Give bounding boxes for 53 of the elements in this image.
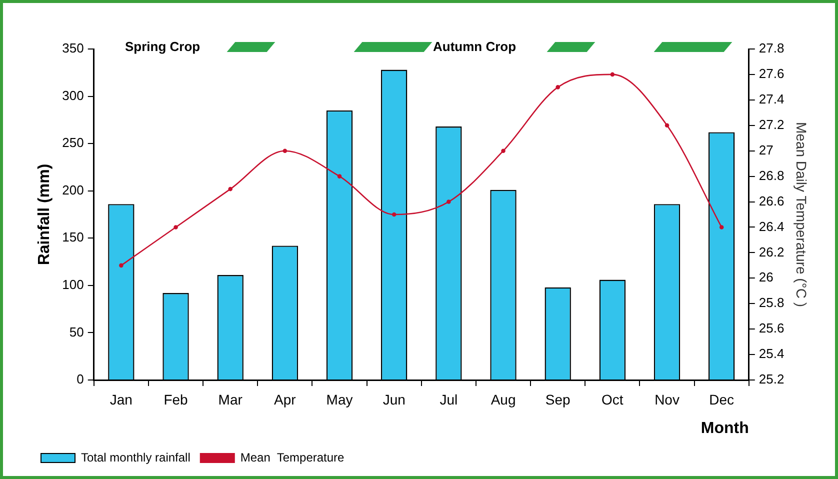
point (446, 200, 451, 204)
y-tick-label: 100 (62, 277, 84, 292)
y-tick-label: 50 (69, 324, 84, 340)
legend-label: Total monthly rainfall (81, 450, 190, 464)
x-tick-label: May (326, 391, 353, 408)
y2-tick-label: 25.8 (758, 295, 784, 310)
point (337, 174, 342, 178)
point (392, 212, 396, 217)
y2-tick-label: 26 (758, 270, 774, 285)
y-tick-label: 150 (62, 230, 84, 245)
y2-tick-label: 26.8 (758, 168, 784, 183)
x-tick-label: Jan (110, 391, 132, 408)
point (282, 148, 288, 153)
y-tick-label: 350 (62, 40, 84, 56)
point (174, 225, 178, 230)
y-tick-label: 300 (62, 88, 84, 103)
x-tick-label: Sep (545, 391, 571, 408)
x-tick-label: Aug (490, 391, 516, 408)
y-axis-title: Rainfall (mm) (36, 164, 54, 266)
y2-tick-label: 27.8 (758, 40, 784, 56)
annotation: Autumn Crop (433, 39, 516, 54)
annotation: Spring Crop (125, 39, 200, 54)
x-tick-label: Apr (274, 391, 296, 408)
x-tick-label: Mar (218, 391, 243, 408)
y2-tick-label: 25.4 (758, 346, 784, 362)
y2-tick-label: 27.6 (758, 66, 784, 82)
x-axis-title: Month (700, 420, 749, 437)
point (664, 123, 670, 128)
x-tick-label: Dec (709, 391, 734, 408)
y-tick-label: 0 (76, 372, 84, 387)
point (556, 85, 560, 90)
y2-tick-label: 27.4 (758, 92, 784, 106)
point (501, 148, 506, 153)
x-tick-label: Nov (654, 391, 680, 408)
y2-axis-title: Mean Daily Temperature (°C ) (794, 122, 810, 308)
y2-tick-label: 25.2 (758, 372, 784, 387)
y-tick-label: 200 (62, 182, 84, 198)
point (610, 72, 615, 77)
y2-tick-label: 27 (758, 142, 774, 158)
legend-label: Mean Temperature (240, 450, 345, 464)
y2-tick-label: 25.6 (758, 320, 784, 336)
point (228, 186, 232, 192)
x-tick-label: Oct (602, 391, 624, 408)
y-tick-label: 250 (62, 135, 84, 150)
point (119, 263, 124, 268)
x-tick-label: Jul (440, 391, 458, 408)
x-tick-label: Jun (382, 391, 406, 408)
y2-tick-label: 26.6 (758, 193, 784, 208)
x-tick-label: Feb (164, 391, 188, 408)
y2-tick-label: 26.4 (758, 218, 784, 234)
point (719, 225, 724, 230)
y2-tick-label: 26.2 (758, 244, 784, 260)
y2-tick-label: 27.2 (758, 116, 784, 132)
